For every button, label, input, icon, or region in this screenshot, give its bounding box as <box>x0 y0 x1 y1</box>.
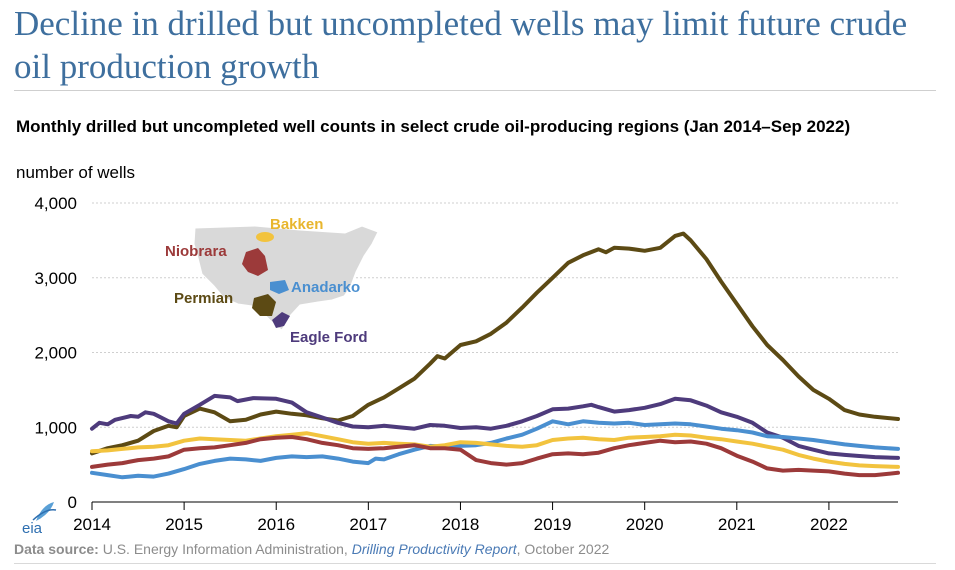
x-tick-label: 2014 <box>73 515 111 534</box>
anadarko-region-shape <box>270 280 289 294</box>
source-org: U.S. Energy Information Administration, <box>102 541 348 557</box>
x-tick-label: 2021 <box>718 515 756 534</box>
eia-logo-swoosh-icon <box>32 508 57 521</box>
series-line-permian <box>90 231 900 456</box>
x-tick-label: 2015 <box>165 515 203 534</box>
source-date: , October 2022 <box>516 541 610 557</box>
series-line-niobrara <box>90 435 900 478</box>
source-report-link[interactable]: Drilling Productivity Report <box>351 541 517 557</box>
eagle-ford-region-shape <box>272 312 290 328</box>
headline: Decline in drilled but uncompleted wells… <box>14 4 908 86</box>
map-label-anadarko: Anadarko <box>291 279 360 296</box>
chart-title: Monthly drilled but uncompleted well cou… <box>16 117 851 136</box>
y-axis-unit-label: number of wells <box>16 163 136 182</box>
source-label: Data source: <box>14 541 99 557</box>
bakken-region-shape <box>256 232 274 242</box>
permian-region-shape <box>252 294 276 316</box>
x-tick-label: 2016 <box>257 515 295 534</box>
us-map-shape <box>193 225 379 331</box>
x-axis-ticks: 2014 2015 2016 2017 2018 2019 2020 2021 2022 <box>73 502 848 534</box>
y-tick-label: 2,000 <box>34 344 77 363</box>
map-label-niobrara: Niobrara <box>165 243 227 260</box>
y-axis-ticks: 0 1,000 2,000 3,000 4,000 <box>34 194 77 512</box>
x-tick-label: 2020 <box>626 515 664 534</box>
y-tick-label: 4,000 <box>34 194 77 213</box>
series-line-bakken <box>90 431 900 469</box>
map-label-bakken: Bakken <box>270 216 323 233</box>
footer-divider <box>14 563 936 564</box>
series-line-eagle-ford <box>90 393 900 460</box>
map-label-eagle-ford: Eagle Ford <box>290 329 368 346</box>
series-lines <box>90 231 900 480</box>
y-tick-label: 1,000 <box>34 418 77 437</box>
x-tick-label: 2019 <box>534 515 572 534</box>
y-tick-label: 0 <box>68 493 77 512</box>
map-label-permian: Permian <box>174 290 233 307</box>
x-tick-label: 2017 <box>349 515 387 534</box>
eia-logo-text: eia <box>22 520 43 537</box>
x-tick-label: 2018 <box>442 515 480 534</box>
eia-logo: eia <box>22 502 57 537</box>
y-tick-label: 3,000 <box>34 269 77 288</box>
niobrara-region-shape <box>242 248 268 276</box>
data-source-note: Data source: U.S. Energy Information Adm… <box>14 541 609 557</box>
x-tick-label: 2022 <box>810 515 848 534</box>
header-divider <box>14 90 936 91</box>
us-map-inset: Bakken Niobrara Anadarko Permian Eagle F… <box>165 216 379 346</box>
